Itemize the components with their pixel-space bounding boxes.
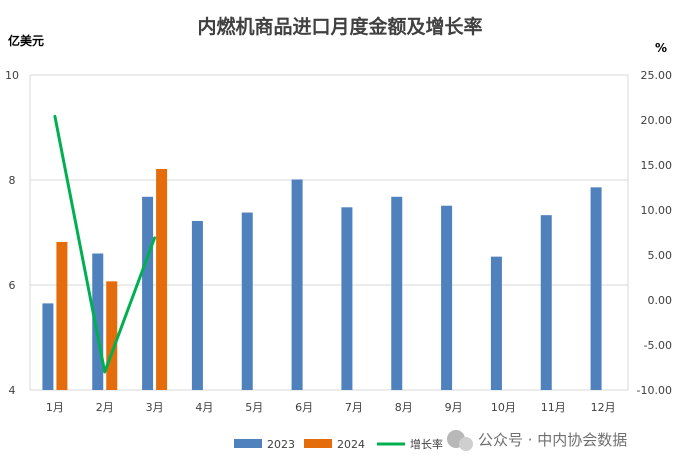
legend-label-2024: 2024 <box>337 438 365 451</box>
legend: 2023 2024 增长率 <box>234 437 443 451</box>
gridlines <box>29 74 629 391</box>
bar-2023-9 <box>490 256 502 390</box>
right-tick-label-1: -5.00 <box>644 339 672 352</box>
left-axis-unit: 亿美元 <box>8 33 44 48</box>
legend-label-2023: 2023 <box>267 438 295 451</box>
left-tick-label-2: 8 <box>9 174 16 187</box>
bars <box>42 168 602 390</box>
right-tick-label-4: 10.00 <box>641 204 673 217</box>
right-tick-label-7: 25.00 <box>641 69 673 82</box>
x-tick-label-8: 9月 <box>445 401 463 414</box>
legend-label-growth: 增长率 <box>410 437 443 451</box>
bar-2023-11 <box>590 187 602 390</box>
left-axis-ticks: 4 6 8 10 <box>5 69 19 397</box>
legend-swatch-2024 <box>304 439 332 448</box>
x-tick-label-10: 11月 <box>541 401 566 414</box>
bar-2023-3 <box>191 220 203 390</box>
bar-2024-1 <box>106 281 118 390</box>
x-tick-label-1: 2月 <box>96 401 114 414</box>
right-axis-unit: % <box>655 41 667 55</box>
right-tick-label-3: 5.00 <box>648 249 673 262</box>
x-tick-label-2: 3月 <box>146 401 164 414</box>
bar-2023-5 <box>291 179 303 390</box>
line-series-growth <box>53 114 157 374</box>
bar-2024-2 <box>156 168 168 390</box>
right-axis-ticks: -10.00 -5.00 0.00 5.00 10.00 15.00 20.00 25.00 <box>637 69 672 397</box>
wechat-icon-bubble <box>459 437 473 451</box>
growth-line <box>53 114 157 374</box>
right-tick-label-5: 15.00 <box>641 159 673 172</box>
bar-2023-0 <box>42 303 54 390</box>
right-tick-label-6: 20.00 <box>641 114 673 127</box>
x-tick-label-4: 5月 <box>245 401 263 414</box>
watermark-text: 公众号 · 中内协会数据 <box>478 431 627 449</box>
x-tick-label-7: 8月 <box>395 401 413 414</box>
x-tick-label-5: 6月 <box>295 401 313 414</box>
legend-swatch-2023 <box>234 439 262 448</box>
left-tick-label-1: 6 <box>9 279 16 292</box>
watermark: 公众号 · 中内协会数据 <box>447 430 627 451</box>
x-tick-label-9: 10月 <box>491 401 516 414</box>
bar-2023-2 <box>142 196 154 390</box>
x-tick-label-0: 1月 <box>46 401 64 414</box>
right-tick-label-2: 0.00 <box>648 294 673 307</box>
x-axis-ticks: 1月 2月 3月 4月 5月 6月 7月 8月 9月 10月 11月 12月 <box>46 401 616 414</box>
x-tick-label-6: 7月 <box>345 401 363 414</box>
x-tick-label-3: 4月 <box>195 401 213 414</box>
bar-2023-7 <box>391 196 403 390</box>
left-tick-label-0: 4 <box>9 384 16 397</box>
chart-title: 内燃机商品进口月度金额及增长率 <box>197 15 482 38</box>
left-tick-label-3: 10 <box>5 69 19 82</box>
right-tick-label-0: -10.00 <box>637 384 672 397</box>
bar-2023-8 <box>441 205 453 390</box>
bar-2023-1 <box>92 253 104 390</box>
bar-2023-4 <box>241 212 253 390</box>
bar-2024-0 <box>56 241 68 390</box>
bar-2023-10 <box>540 215 552 390</box>
x-tick-label-11: 12月 <box>591 401 616 414</box>
bar-2023-6 <box>341 207 353 390</box>
